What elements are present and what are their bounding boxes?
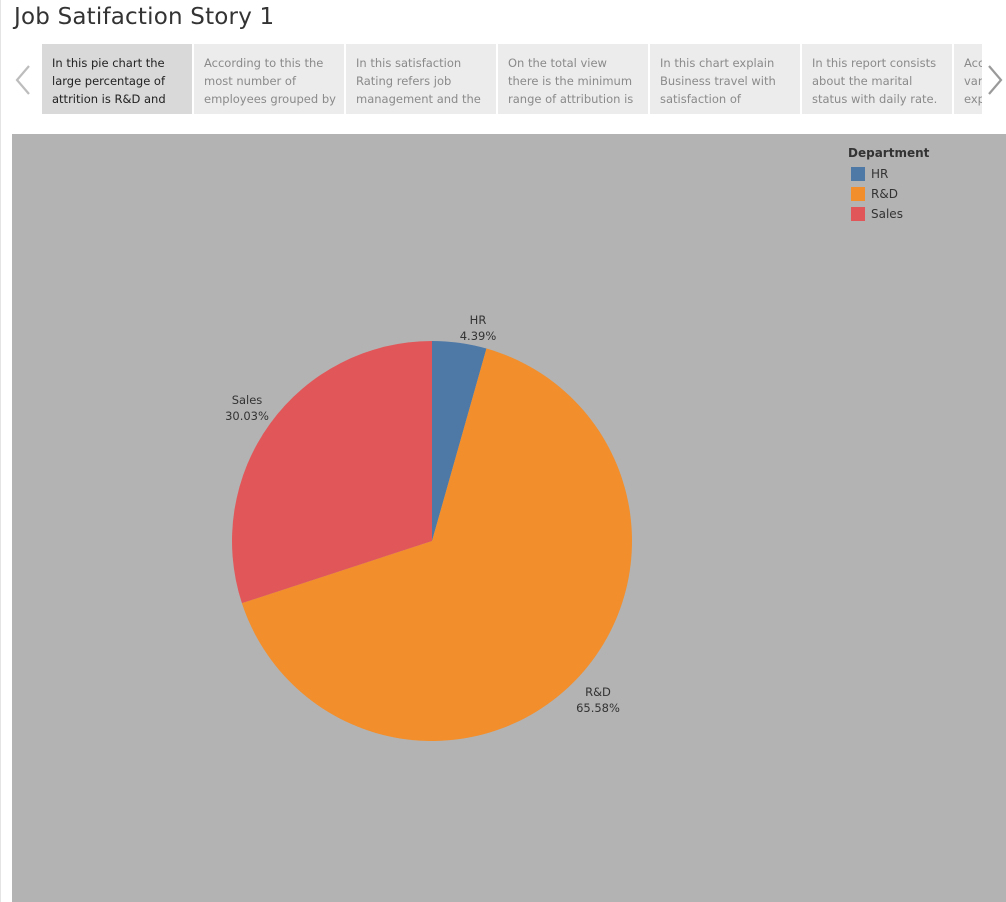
pie-chart-panel: HR 4.39% R&D 65.58% Sales 30.03% Department H…	[12, 134, 1006, 902]
legend-item-sales[interactable]: Sales	[848, 204, 968, 224]
story-point-caption: In this pie chart the large percentage o…	[52, 56, 166, 106]
chevron-left-icon[interactable]	[12, 62, 34, 98]
pie-slice-rd[interactable]	[241, 348, 632, 741]
legend-title: Department	[848, 146, 930, 160]
pie-chart: HR 4.39% R&D 65.58% Sales 30.03%	[225, 313, 632, 741]
story-point-caption: In this chart explain Business travel wi…	[660, 56, 776, 106]
story-point-2[interactable]: According to this the most number of emp…	[194, 44, 344, 114]
legend-label: Sales	[871, 207, 903, 221]
slice-label-category: Sales	[232, 393, 263, 407]
story-point-5[interactable]: In this chart explain Business travel wi…	[650, 44, 800, 114]
story-point-caption: According to this the most number of emp…	[204, 56, 336, 106]
story-point-caption: In this report consists about the marita…	[812, 56, 938, 106]
legend-swatch	[851, 187, 865, 201]
story-point-6[interactable]: In this report consists about the marita…	[802, 44, 952, 114]
legend-label: R&D	[871, 187, 898, 201]
story-point-3[interactable]: In this satisfaction Rating refers job m…	[346, 44, 496, 114]
legend-label: HR	[871, 167, 889, 181]
legend-swatch	[851, 167, 865, 181]
slice-label-percent: 30.03%	[225, 409, 269, 423]
legend: Department HR R&D Sales	[848, 146, 968, 224]
story-point-1[interactable]: In this pie chart the large percentage o…	[42, 44, 192, 114]
legend-item-hr[interactable]: HR	[848, 164, 968, 184]
story-title: Job Satifaction Story 1	[14, 4, 275, 30]
story-point-4[interactable]: On the total view there is the minimum r…	[498, 44, 648, 114]
slice-label-percent: 65.58%	[576, 701, 620, 715]
slice-label-percent: 4.39%	[460, 329, 497, 343]
pie-slice-sales[interactable]	[232, 341, 432, 604]
chevron-right-icon[interactable]	[984, 62, 1006, 98]
story-point-caption: On the total view there is the minimum r…	[508, 56, 634, 106]
story-point-caption: In this satisfaction Rating refers job m…	[356, 56, 481, 106]
slice-label-category: R&D	[585, 685, 611, 699]
story-point-caption: Acc var exp	[964, 56, 982, 106]
story-point-strip: In this pie chart the large percentage o…	[42, 44, 982, 114]
left-divider	[0, 0, 1, 902]
pie-slice-hr[interactable]	[432, 341, 487, 541]
story-point-7[interactable]: Acc var exp	[954, 44, 982, 114]
legend-item-rd[interactable]: R&D	[848, 184, 968, 204]
legend-swatch	[851, 207, 865, 221]
slice-label-category: HR	[470, 313, 487, 327]
